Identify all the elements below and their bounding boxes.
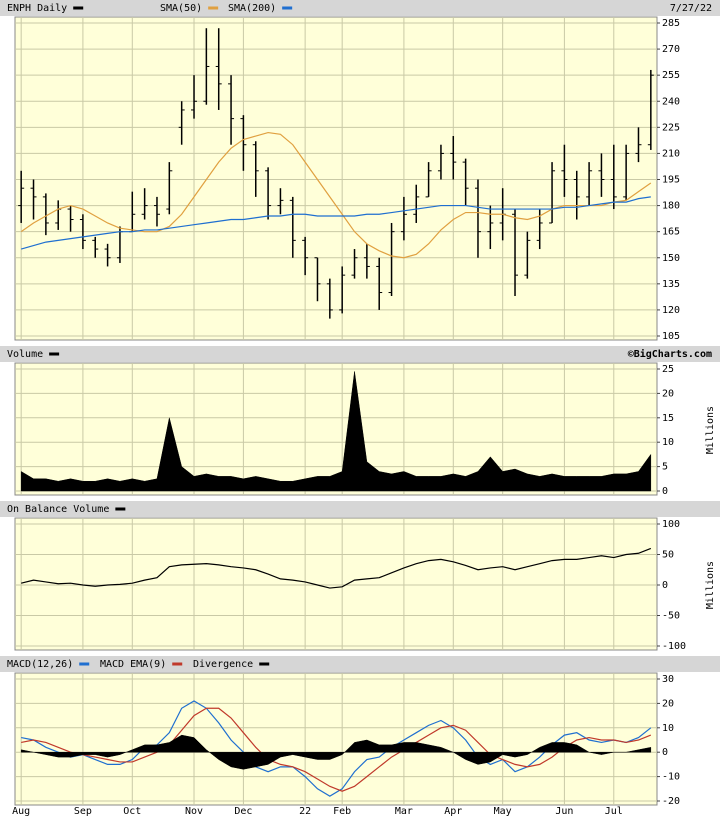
y-tick-label: 180 bbox=[662, 201, 680, 212]
line bbox=[21, 196, 651, 250]
date-label: 7/27/22 bbox=[670, 3, 712, 14]
y-tick-label: 50 bbox=[662, 550, 674, 561]
x-tick-label: Sep bbox=[74, 806, 92, 817]
x-tick-label: May bbox=[494, 806, 512, 817]
y-axis-label: Millions bbox=[705, 561, 716, 609]
y-tick-label: 100 bbox=[662, 519, 680, 530]
legend-label: Divergence bbox=[193, 659, 253, 670]
plot-area bbox=[14, 362, 658, 496]
y-tick-label: 30 bbox=[662, 674, 674, 685]
legend-label: SMA(200) bbox=[228, 3, 276, 14]
y-axis-label: Millions bbox=[705, 406, 716, 454]
legend-label: On Balance Volume bbox=[7, 504, 109, 515]
x-tick-label: Jun bbox=[555, 806, 573, 817]
y-tick-label: 0 bbox=[662, 580, 668, 591]
legend-label: MACD(12,26) bbox=[7, 659, 73, 670]
y-tick-label: 240 bbox=[662, 96, 680, 107]
legend-label: ENPH Daily bbox=[7, 3, 67, 14]
legend-label: MACD EMA(9) bbox=[100, 659, 166, 670]
y-tick-label: 195 bbox=[662, 175, 680, 186]
y-tick-label: 10 bbox=[662, 437, 674, 448]
line bbox=[20, 131, 652, 259]
header-bar bbox=[0, 0, 720, 16]
y-tick-label: 15 bbox=[662, 413, 674, 424]
y-tick-label: 25 bbox=[662, 364, 674, 375]
y-tick-label: 285 bbox=[662, 18, 680, 29]
line bbox=[21, 547, 652, 589]
x-tick-label: Oct bbox=[123, 806, 141, 817]
y-tick-label: 165 bbox=[662, 227, 680, 238]
plot-area bbox=[14, 16, 658, 341]
y-tick-label: 20 bbox=[662, 698, 674, 709]
y-tick-label: 135 bbox=[662, 279, 680, 290]
y-tick-label: 0 bbox=[662, 747, 668, 758]
legend-label: Volume bbox=[7, 349, 43, 360]
x-tick-label: Nov bbox=[185, 806, 203, 817]
y-tick-label: 120 bbox=[662, 305, 680, 316]
y-tick-label: -50 bbox=[662, 611, 680, 622]
y-tick-label: -100 bbox=[662, 641, 686, 652]
y-tick-label: 0 bbox=[662, 486, 668, 497]
y-tick-label: -10 bbox=[662, 772, 680, 783]
header-bar bbox=[0, 656, 720, 672]
x-tick-label: Aug bbox=[12, 806, 30, 817]
y-tick-label: -20 bbox=[662, 796, 680, 807]
plot-area bbox=[14, 672, 658, 806]
y-tick-label: 210 bbox=[662, 148, 680, 159]
x-tick-label: Dec bbox=[234, 806, 252, 817]
y-tick-label: 5 bbox=[662, 462, 668, 473]
x-tick-label: Apr bbox=[444, 806, 462, 817]
credit: ©BigCharts.com bbox=[628, 348, 712, 360]
x-tick-label: Mar bbox=[395, 806, 413, 817]
header-bar bbox=[0, 501, 720, 517]
legend-label: SMA(50) bbox=[160, 3, 202, 14]
y-tick-label: 105 bbox=[662, 331, 680, 342]
area bbox=[20, 734, 652, 770]
line bbox=[21, 707, 652, 792]
area bbox=[20, 371, 652, 492]
y-tick-label: 10 bbox=[662, 723, 674, 734]
plot-area bbox=[14, 517, 658, 651]
y-tick-label: 20 bbox=[662, 388, 674, 399]
x-tick-label: 22 bbox=[299, 806, 311, 817]
y-tick-label: 270 bbox=[662, 44, 680, 55]
x-tick-label: Jul bbox=[605, 806, 623, 817]
y-tick-label: 225 bbox=[662, 122, 680, 133]
y-tick-label: 150 bbox=[662, 253, 680, 264]
header-bar bbox=[0, 346, 720, 362]
y-tick-label: 255 bbox=[662, 70, 680, 81]
x-tick-label: Feb bbox=[333, 806, 351, 817]
